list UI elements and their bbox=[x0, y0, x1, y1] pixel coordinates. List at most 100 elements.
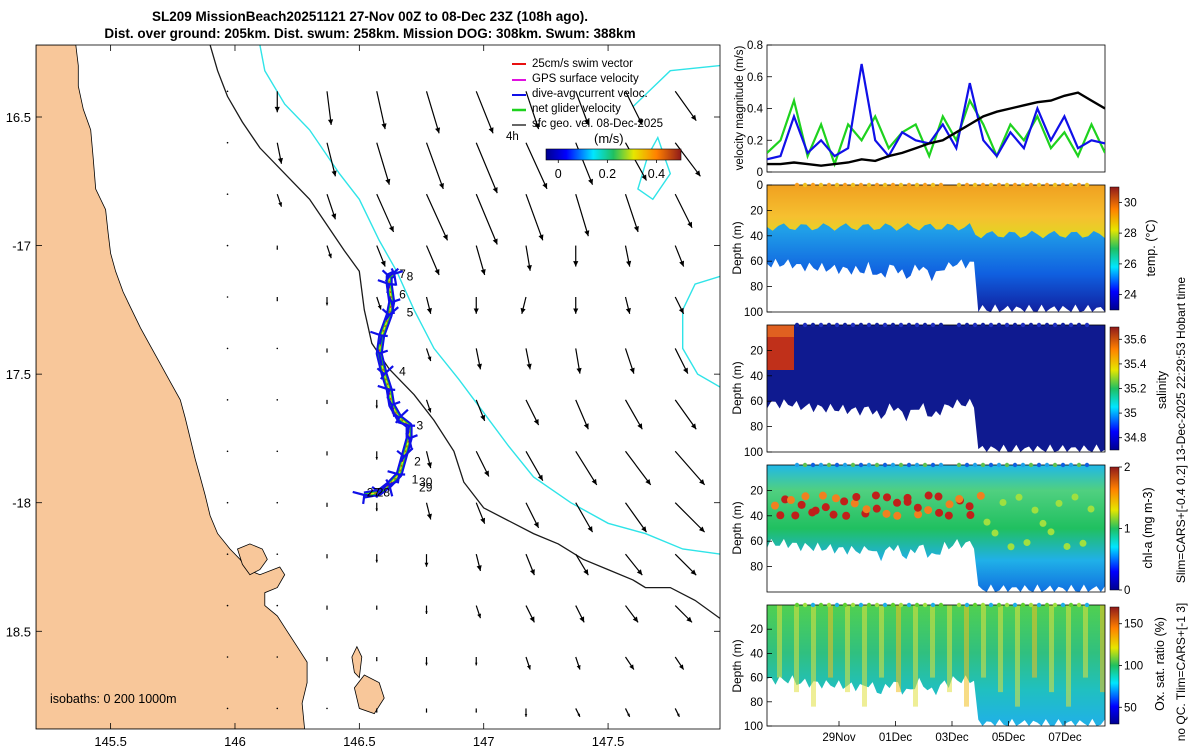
chl-max-point bbox=[924, 506, 933, 515]
track-day-label: 27 bbox=[367, 485, 381, 499]
y-tick-label: 60 bbox=[750, 256, 763, 268]
oxygen-colorbar-label: Ox. sat. ratio (%) bbox=[1153, 617, 1167, 711]
surfacing-marker bbox=[1004, 462, 1010, 468]
oxy-profile-band bbox=[1100, 605, 1105, 693]
salinity-colorbar bbox=[1109, 326, 1120, 451]
surfacing-marker bbox=[890, 462, 896, 468]
chl-max-point bbox=[801, 492, 810, 501]
y-tick-label: 80 bbox=[750, 697, 763, 709]
arrow-icon bbox=[326, 502, 328, 507]
map-y-tick-label: 18.5 bbox=[6, 624, 31, 639]
chlorophyll-maximum-points bbox=[771, 491, 1095, 551]
y-tick-label: 0.2 bbox=[747, 135, 763, 147]
oxy-profile-band bbox=[981, 605, 986, 678]
arrow-icon bbox=[325, 297, 329, 306]
arrow-icon bbox=[475, 502, 486, 524]
surfacing-marker bbox=[1076, 462, 1082, 468]
dive-current-spike bbox=[376, 367, 385, 375]
colorbar-tick-label: 35 bbox=[1124, 408, 1137, 420]
legend-label-swim: 25cm/s swim vector bbox=[532, 58, 633, 70]
salinity-colorbar-label: salinity bbox=[1155, 370, 1169, 409]
map-y-tick-label: 16.5 bbox=[6, 110, 31, 125]
surfacing-marker bbox=[972, 602, 978, 608]
dive-current-spike bbox=[396, 474, 401, 484]
colorbar-tick-label: 150 bbox=[1124, 619, 1143, 631]
y-tick-label: 80 bbox=[750, 282, 763, 294]
surfacing-marker bbox=[810, 462, 816, 468]
surfacing-marker bbox=[1004, 182, 1010, 188]
chl-point bbox=[1055, 499, 1063, 507]
temperature-frame bbox=[766, 184, 1106, 313]
chl-point bbox=[1071, 493, 1079, 501]
dive-current-spike bbox=[388, 484, 394, 497]
chlorophyll-colorbar-label: chl-a (mg m-3) bbox=[1141, 487, 1155, 568]
dive-current-spike bbox=[371, 486, 380, 494]
surfacing-marker bbox=[972, 322, 978, 328]
arrow-icon bbox=[674, 193, 693, 229]
surfacing-marker bbox=[802, 602, 808, 608]
chl-max-point bbox=[842, 511, 851, 520]
y-tick-label: 60 bbox=[750, 396, 763, 408]
arrow-icon bbox=[573, 245, 579, 267]
surfacing-marker bbox=[964, 462, 970, 468]
arrow-icon bbox=[375, 451, 379, 460]
arrow-icon bbox=[226, 656, 229, 658]
map-y-tick-label: 17.5 bbox=[6, 367, 31, 382]
surfacing-marker bbox=[914, 602, 920, 608]
arrow-icon bbox=[226, 450, 229, 453]
velocity-line bbox=[767, 96, 1105, 168]
oxy-profile-band bbox=[777, 605, 782, 678]
dive-current-spike bbox=[380, 373, 386, 380]
arrow-icon bbox=[475, 553, 482, 572]
surfacing-marker bbox=[938, 322, 944, 328]
track-day-label: 7 bbox=[399, 267, 406, 281]
arrow-icon bbox=[525, 656, 531, 670]
surfacing-marker bbox=[866, 462, 872, 468]
arrow-icon bbox=[475, 451, 490, 477]
arrow-icon bbox=[326, 605, 328, 610]
surfacing-marker bbox=[980, 602, 986, 608]
dive-current-spike bbox=[387, 470, 400, 476]
salinity-colorbar-ticks: 35.6 35.4 35.2 35 34.8 bbox=[1119, 334, 1147, 445]
arrow-icon bbox=[226, 141, 229, 144]
surfacing-marker bbox=[914, 462, 920, 468]
arrow-icon bbox=[425, 91, 441, 134]
track-day-label: 29 bbox=[419, 480, 433, 494]
surfacing-marker bbox=[930, 602, 936, 608]
surfacing-marker bbox=[850, 462, 856, 468]
map-y-tick-label: -18 bbox=[12, 496, 31, 511]
track-day-label: 5 bbox=[407, 305, 414, 319]
oxy-profile-band bbox=[828, 605, 833, 678]
arrow-icon bbox=[575, 605, 585, 623]
chlorophyll-surfacing-markers bbox=[794, 462, 1090, 468]
map-colorbar-ticks: 0 0.2 0.4 bbox=[555, 160, 665, 181]
map-colorbar-tick-label: 0 bbox=[555, 167, 562, 181]
glider-track bbox=[352, 267, 418, 505]
dive-current-spike bbox=[385, 478, 391, 486]
arrow-icon bbox=[425, 245, 440, 276]
surfacing-marker bbox=[956, 322, 962, 328]
chlorophyll-panel: 20 40 60 80 Depth (m) 2 1 0 chl-a (mg m-3) bbox=[730, 462, 1155, 597]
chl-max-point bbox=[893, 511, 902, 520]
colorbar-tick-label: 24 bbox=[1124, 290, 1137, 302]
surfacing-marker bbox=[1028, 322, 1034, 328]
y-tick-label: 20 bbox=[750, 624, 763, 636]
surfacing-marker bbox=[874, 322, 880, 328]
surfacing-marker bbox=[1036, 322, 1042, 328]
surfacing-marker bbox=[842, 602, 848, 608]
arrow-icon bbox=[425, 296, 432, 314]
arrow-icon bbox=[525, 245, 532, 271]
surfacing-marker bbox=[906, 322, 912, 328]
surfacing-marker bbox=[794, 322, 800, 328]
isobath-1000m bbox=[259, 45, 720, 555]
chlorophyll-ylabel: Depth (m) bbox=[730, 501, 744, 554]
surfacing-marker bbox=[922, 182, 928, 188]
velocity-line bbox=[767, 91, 1105, 167]
dive-current-spike bbox=[393, 270, 404, 275]
surfacing-marker bbox=[850, 322, 856, 328]
surfacing-marker bbox=[906, 602, 912, 608]
surfacing-marker bbox=[1036, 602, 1042, 608]
arrow-icon bbox=[573, 297, 579, 314]
surfacing-marker bbox=[866, 602, 872, 608]
surfacing-marker bbox=[842, 182, 848, 188]
